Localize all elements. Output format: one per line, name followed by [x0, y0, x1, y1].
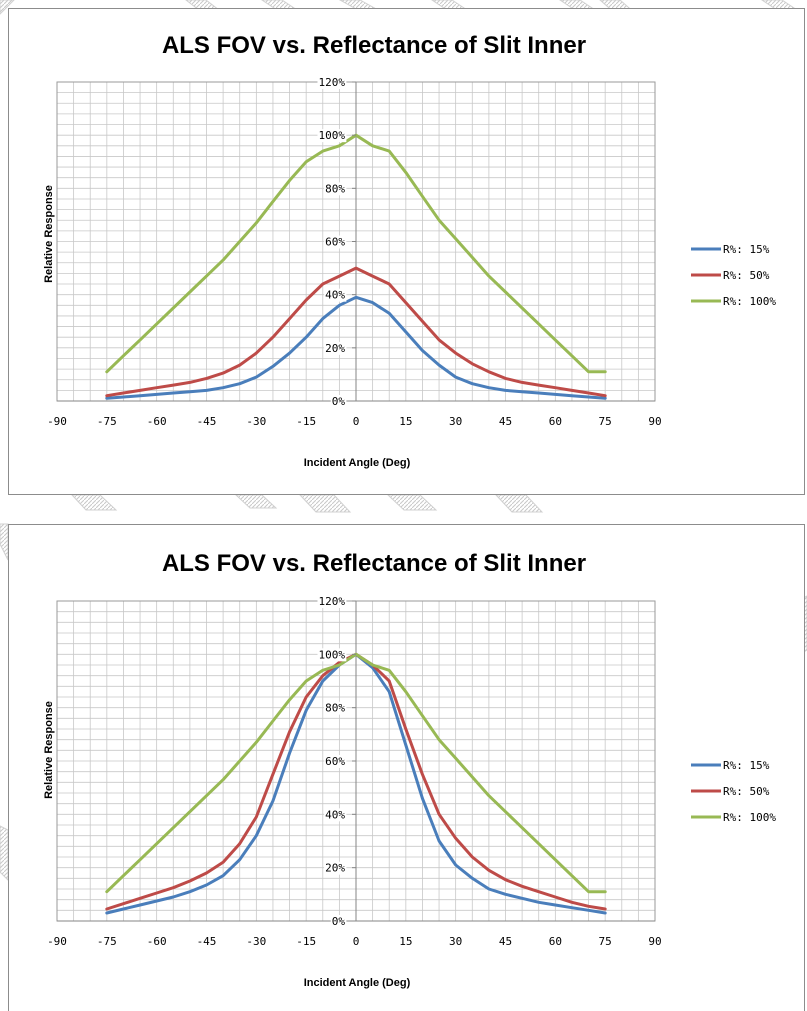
x-axis-ticks: -90 -75 -60 -45 -30 -15 0 15 30 45 60 75 90	[47, 415, 662, 428]
legend-label: R%: 100%	[723, 295, 776, 308]
legend: R%: 15% R%: 50% R%: 100%	[691, 243, 776, 308]
x-tick-label: -15	[296, 415, 316, 428]
y-tick-label: 60%	[325, 236, 345, 249]
y-tick-label-bg	[324, 235, 347, 249]
x-tick-label: 45	[499, 935, 512, 948]
series-line	[105, 295, 607, 400]
chart-title: ALS FOV vs. Reflectance of Slit Inner	[162, 32, 586, 59]
x-tick-label: -60	[147, 415, 167, 428]
chart-panel-top: ALS FOV vs. Reflectance of Slit Inner Re…	[8, 8, 805, 495]
chart-title: ALS FOV vs. Reflectance of Slit Inner	[162, 550, 586, 577]
x-tick-label: -45	[197, 415, 217, 428]
x-tick-label: -60	[147, 935, 167, 948]
y-tick-label: 60%	[325, 755, 345, 768]
x-tick-label: 45	[499, 415, 512, 428]
y-axis-ticks: 0% 20% 40% 60% 80% 100% 120%	[317, 76, 356, 408]
x-tick-label: 75	[599, 415, 612, 428]
y-tick-label: 20%	[325, 342, 345, 355]
y-tick-label-bg	[324, 341, 347, 355]
chart-panel-bottom: ALS FOV vs. Reflectance of Slit Inner Re…	[8, 524, 805, 1011]
x-tick-label: -90	[47, 415, 67, 428]
x-tick-label: 60	[549, 415, 562, 428]
y-tick-label-bg	[317, 129, 347, 143]
x-tick-label: 15	[399, 935, 412, 948]
x-tick-label: 75	[599, 935, 612, 948]
y-axis-title: Relative Response	[43, 185, 55, 283]
y-tick-label-bg	[330, 915, 347, 928]
y-tick-label: 0%	[332, 395, 346, 408]
y-axis-ticks: 0% 20% 40% 60% 80% 100% 120%	[317, 595, 356, 928]
y-tick-label: 80%	[325, 182, 345, 195]
x-tick-label: -15	[296, 935, 316, 948]
y-tick-label: 20%	[325, 862, 345, 875]
y-tick-label-bg	[324, 808, 347, 822]
y-tick-label: 100%	[319, 648, 346, 661]
series-line	[105, 266, 607, 398]
y-tick-label-bg	[317, 76, 347, 89]
y-tick-label: 120%	[319, 76, 346, 89]
x-tick-label: -75	[97, 935, 117, 948]
y-tick-label: 0%	[332, 915, 346, 928]
y-tick-label-bg	[324, 755, 347, 768]
x-tick-label: -90	[47, 935, 67, 948]
y-tick-label-bg	[324, 288, 347, 302]
y-tick-label: 100%	[319, 129, 346, 142]
y-tick-label: 120%	[319, 595, 346, 608]
x-axis-title: Incident Angle (Deg)	[304, 457, 411, 469]
y-tick-label-bg	[317, 648, 347, 662]
y-tick-label: 80%	[325, 702, 345, 715]
x-axis-title: Incident Angle (Deg)	[304, 977, 411, 989]
x-tick-label: 90	[648, 935, 661, 948]
x-tick-label: 0	[353, 935, 360, 948]
fov-chart-bottom: ALS FOV vs. Reflectance of Slit Inner Re…	[43, 550, 776, 989]
legend-label: R%: 50%	[723, 785, 770, 798]
legend: R%: 15% R%: 50% R%: 100%	[691, 759, 776, 824]
x-tick-label: 90	[648, 415, 661, 428]
y-tick-label: 40%	[325, 289, 345, 302]
fov-chart-top: ALS FOV vs. Reflectance of Slit Inner Re…	[43, 32, 776, 469]
y-axis-title: Relative Response	[43, 701, 55, 799]
x-tick-label: 30	[449, 935, 462, 948]
legend-label: R%: 15%	[723, 759, 770, 772]
y-tick-label: 40%	[325, 808, 345, 821]
x-axis-ticks: -90 -75 -60 -45 -30 -15 0 15 30 45 60 75 90	[47, 935, 662, 948]
x-tick-label: -30	[246, 415, 266, 428]
x-tick-label: -30	[246, 935, 266, 948]
x-tick-label: 60	[549, 935, 562, 948]
legend-label: R%: 50%	[723, 269, 770, 282]
y-tick-label-bg	[324, 701, 347, 715]
x-tick-label: 0	[353, 415, 360, 428]
y-tick-label-bg	[330, 395, 347, 408]
x-tick-label: -45	[197, 935, 217, 948]
y-tick-label-bg	[324, 861, 347, 875]
legend-label: R%: 15%	[723, 243, 770, 256]
x-tick-label: -75	[97, 415, 117, 428]
y-tick-label-bg	[317, 595, 347, 608]
legend-label: R%: 100%	[723, 811, 776, 824]
x-tick-label: 30	[449, 415, 462, 428]
x-tick-label: 15	[399, 415, 412, 428]
y-tick-label-bg	[324, 182, 347, 196]
